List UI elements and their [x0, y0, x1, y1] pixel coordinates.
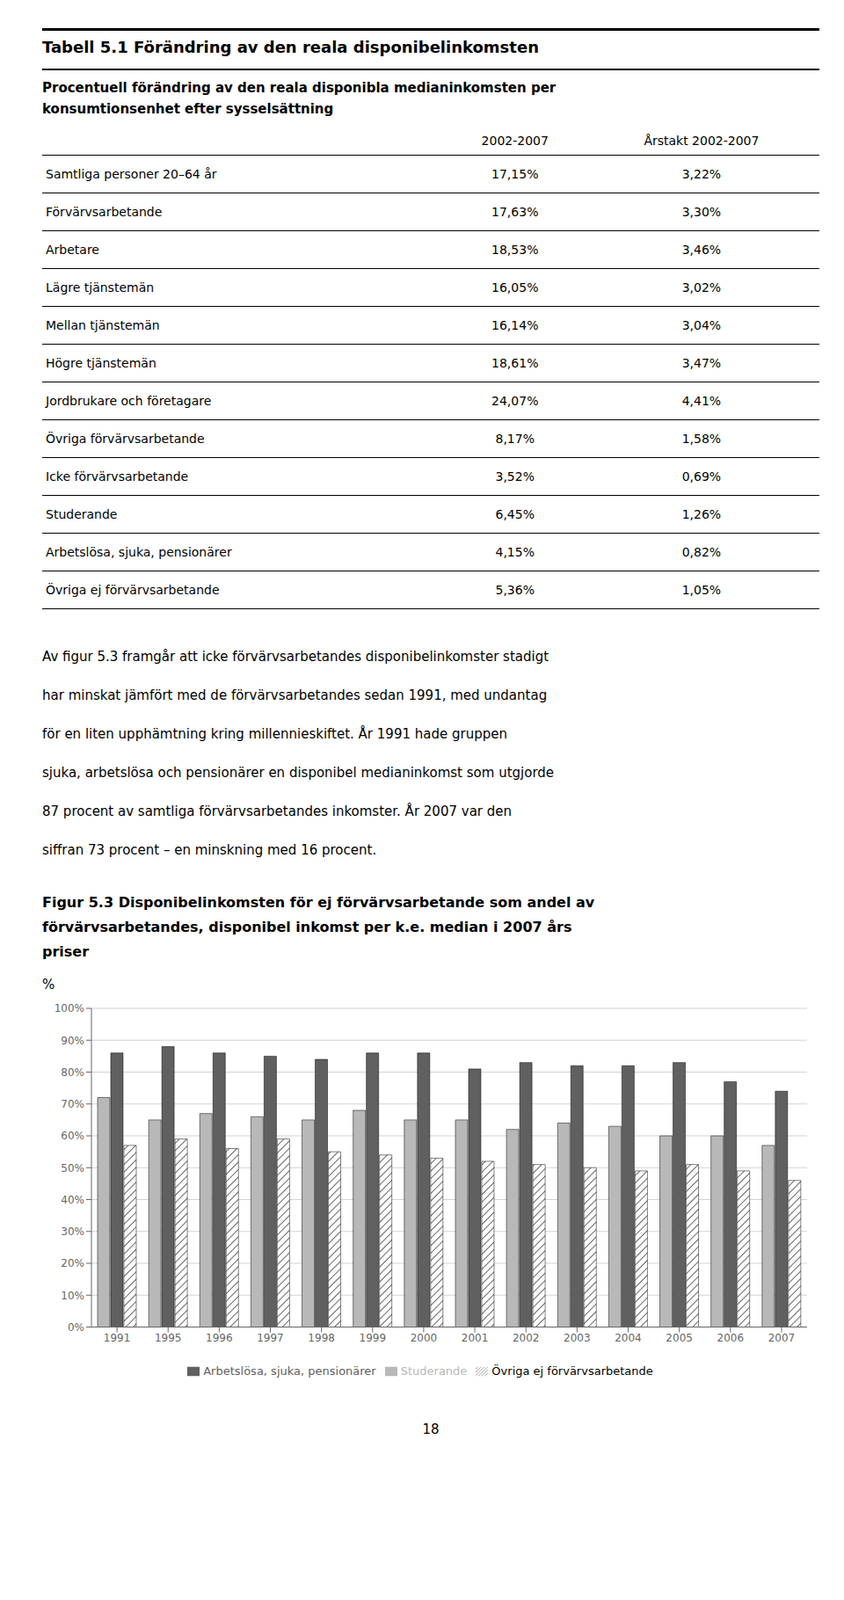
html-text:2002-2007: 2002-2007 [481, 133, 549, 148]
html-text:har minskat jämfört med de för: har minskat jämfört med de förvärvsarbet… [42, 687, 548, 704]
svg-text:70%: 70% [60, 1098, 85, 1111]
html-text:Mellan tjänstemän: Mellan tjänstemän [45, 318, 160, 333]
html-text:3,30%: 3,30% [681, 204, 722, 219]
html-text:18,53%: 18,53% [491, 242, 539, 257]
svg-text:0%: 0% [67, 1321, 85, 1334]
html-text:Figur 5.3 Disponibelinkomsten: Figur 5.3 Disponibelinkomsten för ej för… [42, 894, 595, 961]
html-text:4,41%: 4,41% [681, 393, 722, 408]
html-text:Av figur 5.3 framgår att icke: Av figur 5.3 framgår att icke förvärvsar… [42, 648, 549, 665]
html-text:3,22%: 3,22% [681, 167, 722, 182]
svg-text:2000: 2000 [410, 1331, 438, 1345]
html-text:17,63%: 17,63% [491, 204, 539, 219]
svg-text:10%: 10% [60, 1289, 85, 1303]
html-text:för en liten upphämtning kring: för en liten upphämtning kring millennie… [42, 726, 508, 743]
html-text:Icke förvärvsarbetande: Icke förvärvsarbetande [45, 469, 189, 484]
html-text:Arbetslösa, sjuka, pensionärer: Arbetslösa, sjuka, pensionärer [203, 1364, 377, 1378]
svg-text:80%: 80% [60, 1066, 85, 1079]
svg-text:1996: 1996 [205, 1331, 233, 1345]
svg-text:1995: 1995 [154, 1331, 182, 1345]
html-text:Samtliga personer 20–64 år: Samtliga personer 20–64 år [45, 167, 217, 182]
html-text:sjuka, arbetslösa och pensionä: sjuka, arbetslösa och pensionärer en dis… [42, 764, 554, 781]
html-text:1,26%: 1,26% [681, 507, 722, 522]
html-text:1,05%: 1,05% [681, 582, 722, 597]
html-text:Årstakt 2002-2007: Årstakt 2002-2007 [643, 133, 760, 148]
svg-text:2001: 2001 [461, 1331, 489, 1345]
svg-text:2004: 2004 [614, 1331, 642, 1345]
html-text:3,46%: 3,46% [681, 242, 722, 257]
html-text:Arbetslösa, sjuka, pensionärer: Arbetslösa, sjuka, pensionärer [45, 545, 232, 560]
html-text:3,04%: 3,04% [681, 318, 722, 333]
html-text:3,02%: 3,02% [681, 280, 722, 295]
html-text:24,07%: 24,07% [491, 393, 539, 408]
html-text:Studerande: Studerande [45, 507, 118, 522]
html-text:17,15%: 17,15% [491, 167, 539, 182]
html-text:8,17%: 8,17% [495, 431, 535, 446]
svg-text:50%: 50% [60, 1162, 85, 1175]
html-text:6,45%: 6,45% [495, 507, 535, 522]
html-text:18: 18 [422, 1421, 440, 1438]
html-text:Jordbrukare och företagare: Jordbrukare och företagare [45, 393, 212, 408]
html-text:Studerande: Studerande [400, 1364, 468, 1378]
html-text:18,61%: 18,61% [491, 356, 539, 371]
svg-text:100%: 100% [54, 1002, 85, 1015]
html-text:4,15%: 4,15% [495, 545, 535, 560]
svg-text:2006: 2006 [717, 1331, 745, 1345]
svg-text:1997: 1997 [256, 1331, 284, 1345]
html-text:0,82%: 0,82% [681, 545, 722, 560]
html-text:siffran 73 procent – en minskn: siffran 73 procent – en minskning med 16… [42, 842, 377, 859]
svg-text:1991: 1991 [103, 1331, 131, 1345]
html-text:Övriga ej förvärvsarbetande: Övriga ej förvärvsarbetande [491, 1364, 654, 1378]
html-text:3,47%: 3,47% [681, 356, 722, 371]
html-text:16,14%: 16,14% [491, 318, 539, 333]
html-text:16,05%: 16,05% [491, 280, 539, 295]
html-text:Övriga ej förvärvsarbetande: Övriga ej förvärvsarbetande [45, 582, 220, 597]
svg-text:20%: 20% [60, 1257, 85, 1270]
html-text:Arbetare: Arbetare [45, 242, 100, 257]
svg-text:2005: 2005 [665, 1331, 693, 1345]
svg-text:60%: 60% [60, 1129, 85, 1143]
svg-text:1999: 1999 [359, 1331, 387, 1345]
html-text:0,69%: 0,69% [681, 469, 722, 484]
svg-text:40%: 40% [60, 1193, 85, 1207]
html-text:Övriga förvärvsarbetande: Övriga förvärvsarbetande [45, 431, 205, 446]
html-text:Procentuell förändring av den: Procentuell förändring av den reala disp… [42, 80, 556, 96]
svg-text:2002: 2002 [512, 1331, 540, 1345]
html-text:1,58%: 1,58% [681, 431, 722, 446]
html-text:5,36%: 5,36% [495, 582, 535, 597]
html-text:Lägre tjänstemän: Lägre tjänstemän [45, 280, 154, 295]
svg-text:1998: 1998 [307, 1331, 335, 1345]
svg-text:2003: 2003 [563, 1331, 591, 1345]
html-text:konsumtionsenhet efter syssels: konsumtionsenhet efter sysselsättning [42, 101, 334, 117]
html-text:Högre tjänstemän: Högre tjänstemän [45, 356, 157, 371]
svg-text:30%: 30% [60, 1225, 85, 1238]
html-text:Tabell 5.1 Förändring av den r: Tabell 5.1 Förändring av den reala dispo… [42, 37, 539, 57]
html-text:3,52%: 3,52% [495, 469, 535, 484]
svg-text:2007: 2007 [768, 1331, 796, 1345]
html-text:87 procent av samtliga förvärv: 87 procent av samtliga förvärvsarbetande… [42, 803, 512, 820]
html-text:Förvärvsarbetande: Förvärvsarbetande [45, 204, 163, 219]
svg-text:90%: 90% [60, 1034, 85, 1048]
